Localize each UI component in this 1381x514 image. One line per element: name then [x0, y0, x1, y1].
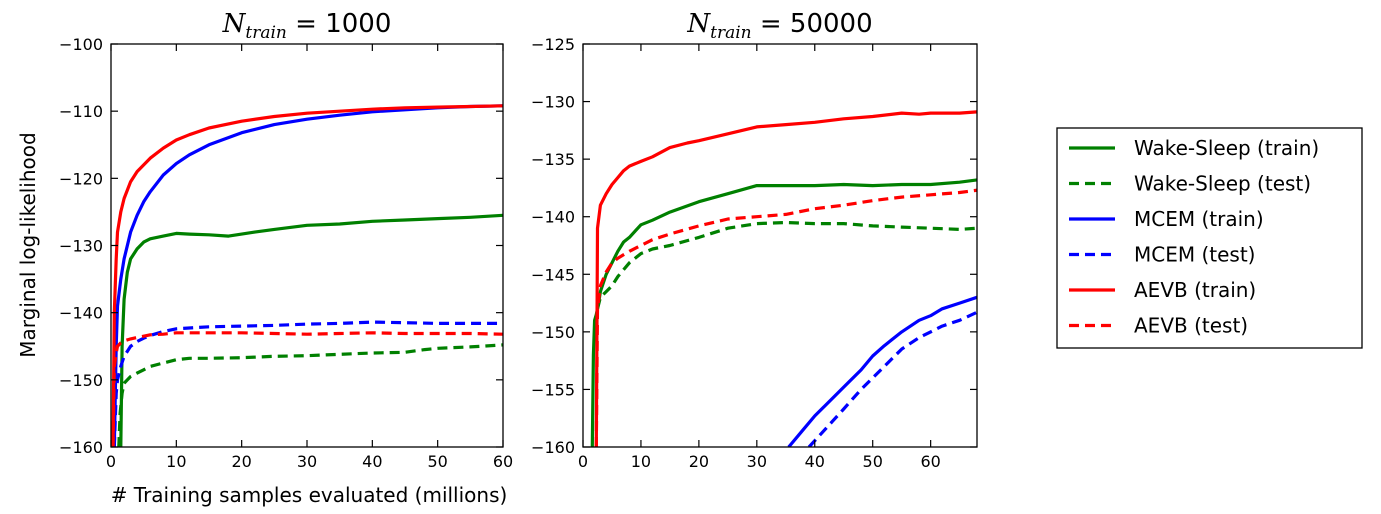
panel-2-series	[590, 110, 977, 447]
series-line-mcem-train	[112, 104, 503, 447]
y-tick-label: −160	[59, 438, 103, 457]
y-tick-label: −150	[59, 371, 103, 390]
x-tick-label: 0	[106, 452, 116, 471]
y-tick-label: −125	[531, 35, 575, 54]
y-tick-label: −135	[531, 150, 575, 169]
y-tick-label: −160	[531, 438, 575, 457]
legend-label: Wake-Sleep (train)	[1134, 136, 1319, 160]
series-line-aevb-train	[111, 104, 503, 447]
legend-box	[1056, 127, 1363, 349]
series-line-wake-sleep-test	[595, 220, 977, 310]
y-tick-label: −120	[59, 169, 103, 188]
x-tick-label: 30	[747, 452, 767, 471]
panel-2-frame	[582, 43, 978, 448]
series-line-wake-sleep-test	[117, 343, 503, 447]
x-tick-label: 60	[493, 452, 513, 471]
legend-item: AEVB (test)	[1069, 314, 1248, 338]
y-tick-label: −100	[59, 35, 103, 54]
y-tick-label: −130	[59, 237, 103, 256]
legend-label: MCEM (test)	[1134, 243, 1255, 267]
legend-item: Wake-Sleep (test)	[1069, 172, 1311, 196]
x-tick-label: 60	[920, 452, 940, 471]
y-tick-label: −110	[59, 102, 103, 121]
y-tick-label: −150	[531, 323, 575, 342]
series-line-mcem-train	[787, 295, 977, 447]
panels: 0 10 20 30 40 50 60 −160 −150 −140 −130 −120 −110 −10…	[59, 9, 978, 471]
panel-1-series	[111, 104, 503, 447]
y-tick-label: −140	[59, 304, 103, 323]
x-tick-label: 40	[362, 452, 382, 471]
series-line-wake-sleep-train	[119, 213, 503, 447]
x-tick-label: 0	[578, 452, 588, 471]
y-tick-label: −145	[531, 265, 575, 284]
x-tick-label: 50	[863, 452, 883, 471]
legend-label: AEVB (test)	[1134, 314, 1248, 338]
panel-2: 0 10 20 30 40 50 60 −160 −155 −150 −145 −140 −135 −13…	[531, 9, 978, 471]
legend-label: Wake-Sleep (test)	[1134, 172, 1311, 196]
y-tick-label: −155	[531, 380, 575, 399]
series-line-aevb-test	[111, 331, 503, 447]
panel-1-title: Ntrain = 1000	[222, 9, 392, 43]
x-tick-label: 10	[166, 452, 186, 471]
series-line-mcem-test	[807, 310, 977, 447]
legend-label: MCEM (train)	[1134, 207, 1264, 231]
x-axis-label: # Training samples evaluated (millions)	[111, 483, 508, 507]
legend-label: AEVB (train)	[1134, 278, 1256, 302]
series-line-aevb-test	[594, 188, 977, 447]
x-tick-label: 20	[231, 452, 251, 471]
x-tick-label: 10	[631, 452, 651, 471]
y-tick-label: −140	[531, 208, 575, 227]
x-tick-label: 50	[427, 452, 447, 471]
series-line-mcem-test	[112, 320, 503, 447]
legend: Wake-Sleep (train) Wake-Sleep (test) MCEM …	[1056, 127, 1363, 349]
x-tick-label: 40	[805, 452, 825, 471]
legend-item: Wake-Sleep (train)	[1069, 136, 1319, 160]
legend-item: AEVB (train)	[1069, 278, 1256, 302]
panel-2-title: Ntrain = 50000	[686, 9, 872, 43]
x-tick-label: 30	[297, 452, 317, 471]
legend-item: MCEM (test)	[1069, 243, 1255, 267]
y-axis-label: Marginal log-likelihood	[16, 132, 40, 357]
y-tick-label: −130	[531, 93, 575, 112]
panel-1: 0 10 20 30 40 50 60 −160 −150 −140 −130 −120 −110 −10…	[59, 9, 513, 471]
legend-item: MCEM (train)	[1069, 207, 1264, 231]
series-line-aevb-train	[594, 110, 977, 447]
x-tick-label: 20	[689, 452, 709, 471]
